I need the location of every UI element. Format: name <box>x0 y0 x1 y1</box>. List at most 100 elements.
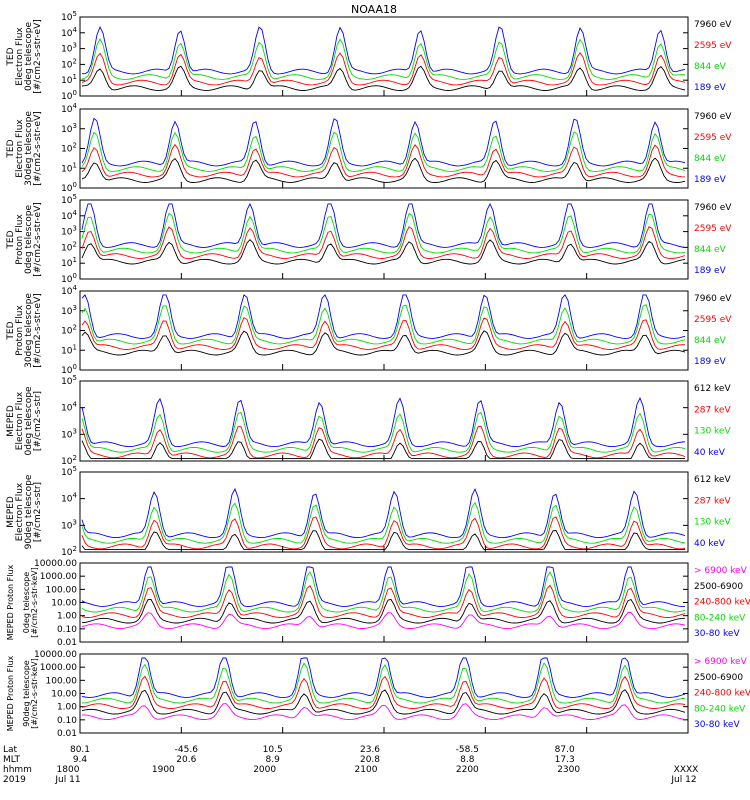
y-axis-label: 30deg telescope <box>24 293 34 368</box>
y-axis-label: [#/cm2-s-str-eV] <box>33 293 43 368</box>
series-line-green <box>81 411 686 453</box>
series-line-black <box>81 65 686 91</box>
legend-entry: 80-240 keV <box>694 613 746 623</box>
y-tick-label: 104 <box>61 209 77 222</box>
plot-frame <box>79 108 689 189</box>
y-tick-label: 105 <box>61 10 77 23</box>
y-axis-label: MEPED <box>6 405 16 437</box>
footer-mlt: 17.3 <box>555 755 575 765</box>
y-axis-label: TED <box>6 230 16 249</box>
legend-entry: 7960 eV <box>694 294 732 304</box>
series-line-blue <box>81 566 685 607</box>
y-tick-label: 104 <box>61 492 77 505</box>
legend-entry: 2500-6900 <box>694 582 743 592</box>
series-traces <box>81 566 686 630</box>
plot-frame <box>79 290 689 371</box>
series-line-black <box>81 598 686 624</box>
panel-1: 100 101 102 103 104 105 TED Electron Flux 0deg t… <box>6 10 732 102</box>
footer-mlt: 8.9 <box>266 755 281 765</box>
series-line-green <box>81 662 686 704</box>
legend-entry: 844 eV <box>694 336 727 346</box>
panel-7: 0.01 0.10 1.00 10.00 100.00 1000.00 10000.00 ME… <box>6 559 750 648</box>
y-tick-label: 104 <box>61 26 77 39</box>
y-axis-label: 90deg telescope <box>24 474 34 549</box>
legend-entry: 189 eV <box>694 175 727 185</box>
y-axis-label: 30deg telescope <box>24 111 34 186</box>
legend-entry: 2500-6900 <box>694 673 743 683</box>
legend-entry: 2595 eV <box>694 41 732 51</box>
legend-entry: 287 keV <box>694 405 731 415</box>
series-line-green <box>81 131 686 172</box>
legend-entry: 80-240 keV <box>694 704 746 714</box>
y-axis-label: Electron Flux <box>15 482 25 541</box>
series-traces <box>81 294 686 356</box>
series-line-blue <box>81 657 686 698</box>
y-tick-label: 103 <box>61 225 77 238</box>
y-tick-label: 0.01 <box>57 729 77 739</box>
legend-entry: 2595 eV <box>694 315 732 325</box>
y-tick-label: 101 <box>61 73 77 86</box>
series-line-blue <box>81 487 686 539</box>
y-tick-label: 105 <box>61 193 77 206</box>
y-tick-label: 103 <box>61 304 77 317</box>
series-traces <box>81 487 686 551</box>
series-line-black <box>81 157 686 183</box>
legend-entry: 30-80 keV <box>694 720 740 730</box>
footer-mlt: 9.4 <box>73 755 88 765</box>
y-axis-label: 0deg telescope <box>24 205 34 275</box>
series-line-red <box>81 226 686 259</box>
legend-entry: 30-80 keV <box>694 629 740 639</box>
y-axis-label: [#/cm2-s-str-eV] <box>33 202 43 277</box>
legend-entry: 189 eV <box>694 83 727 93</box>
y-axis-label: TED <box>6 321 16 340</box>
y-tick-label: 10.00 <box>51 599 77 609</box>
footer-row-label: 2019 <box>3 775 26 785</box>
y-tick-label: 10000.00 <box>34 559 77 569</box>
y-axis-label: TED <box>6 139 16 158</box>
footer-hhmm: 2000 <box>253 765 276 775</box>
y-axis-label: Proton Flux <box>15 305 25 356</box>
series-line-green <box>81 571 686 613</box>
footer-date-end: Jul 12 <box>670 775 696 785</box>
series-line-green <box>81 212 686 254</box>
series-line-black <box>81 330 686 356</box>
y-tick-label: 1000.00 <box>40 663 77 673</box>
series-line-blue <box>81 396 686 448</box>
panel-8: 0.01 0.10 1.00 10.00 100.00 1000.00 10000.00 ME… <box>6 650 750 739</box>
series-line-red <box>81 52 686 86</box>
series-line-red <box>81 584 686 618</box>
legend-entry: 612 keV <box>694 475 731 485</box>
y-tick-label: 102 <box>61 240 77 253</box>
series-line-red <box>81 316 686 350</box>
series-line-red <box>81 425 686 459</box>
y-axis-label: Electron Flux <box>15 27 25 86</box>
series-line-red <box>81 516 686 550</box>
y-tick-label: 104 <box>61 284 77 297</box>
y-tick-label: 102 <box>61 545 77 558</box>
legend-entry: 7960 eV <box>694 203 732 213</box>
y-tick-label: 103 <box>61 42 77 55</box>
y-tick-label: 101 <box>61 343 77 356</box>
legend-entry: 844 eV <box>694 62 727 72</box>
series-line-green <box>81 38 686 80</box>
y-axis-label: TED <box>6 47 16 66</box>
y-tick-label: 103 <box>61 427 77 440</box>
y-axis-label: 90deg telescope <box>22 660 31 727</box>
y-axis-label: [#/cm2-s-str-eV] <box>33 19 43 94</box>
series-line-black <box>81 239 686 265</box>
y-tick-label: 104 <box>61 401 77 414</box>
series-traces <box>81 202 686 265</box>
footer-lat: -58.5 <box>456 745 479 755</box>
footer-mlt: 20.6 <box>176 755 196 765</box>
series-line-magenta <box>82 703 686 721</box>
series-line-green <box>81 303 686 345</box>
legend-entry: 240-800 keV <box>694 689 750 699</box>
series-line-red <box>81 143 686 178</box>
